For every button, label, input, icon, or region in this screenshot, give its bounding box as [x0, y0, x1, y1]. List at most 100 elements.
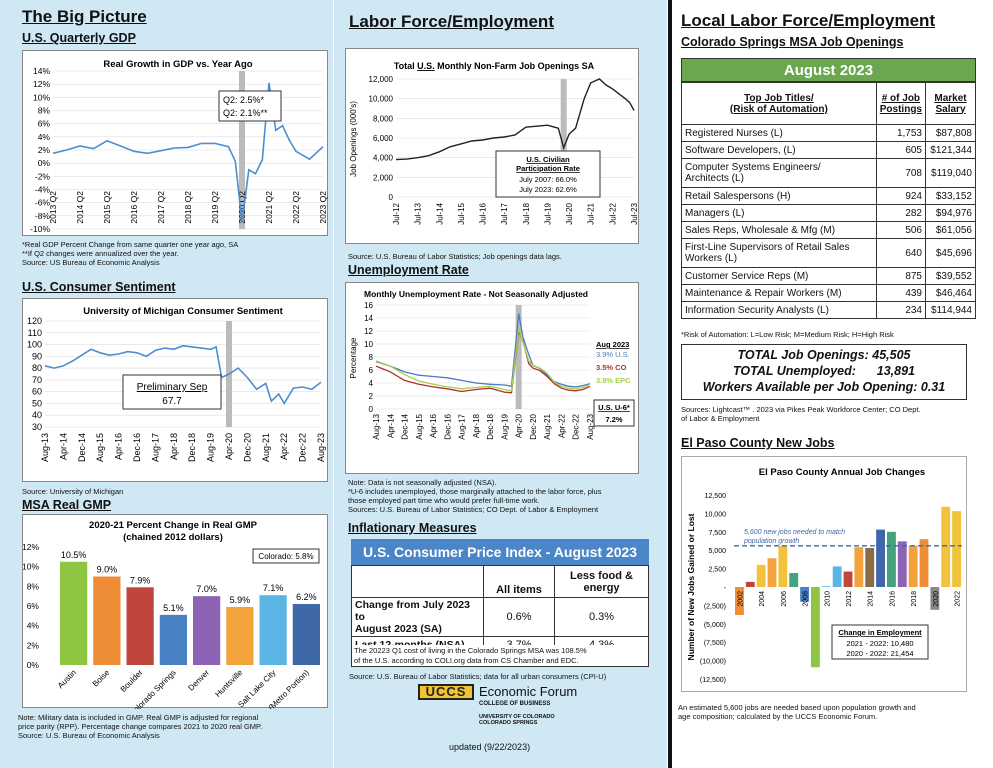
- u6-label: U.S. U-6*: [598, 403, 630, 412]
- postings-cell: 282: [875, 204, 927, 222]
- bar-value-label: 7.0%: [196, 584, 217, 594]
- y-tick-label: -: [724, 585, 727, 592]
- local-sources-2: of Labor & Employment: [681, 414, 760, 423]
- bar: [789, 573, 799, 587]
- bar: [292, 604, 320, 665]
- y-tick-label: 0: [389, 193, 394, 202]
- unemp-legend-epc: 3.8% EPC: [596, 376, 631, 385]
- cpi-row1-all: 0.6%: [482, 597, 556, 637]
- bar: [952, 511, 961, 587]
- x-tick-label: Apr-20: [224, 433, 234, 460]
- gmp-note1: Note: Military data is included in GMP. …: [18, 713, 259, 722]
- bar: [60, 561, 88, 665]
- gdp-callout-box: [218, 90, 282, 122]
- y-tick-label: 100: [27, 340, 42, 350]
- y-tick-label: 4%: [38, 132, 51, 142]
- unemp-legend-co: 3.5% CO: [596, 363, 627, 372]
- job-title-line2: Architects (L): [685, 173, 744, 184]
- postings-cell: 605: [875, 141, 927, 159]
- job-title-line1: Information Security Analysts (L): [685, 304, 829, 316]
- local-sources-1: Sources: Lightcast™ . 2023 via Pikes Pea…: [681, 405, 921, 414]
- bar: [854, 547, 864, 587]
- participation-line-1: July 2007: 66.0%: [519, 175, 577, 184]
- x-tick-label: Dec-14: [77, 433, 87, 462]
- th-salary-line1: Market: [934, 92, 967, 104]
- cpi-table: All items Less food & energy Change from …: [351, 565, 649, 654]
- epc-note2: age composition; calculated by the UCCS …: [678, 712, 878, 721]
- x-tick-label: Dec-18: [187, 433, 197, 462]
- table-row: Customer Service Reps (M) 875 $39,552: [681, 267, 976, 285]
- job-title-line1: Registered Nurses (L): [685, 127, 783, 139]
- gdp-callout-1: Q2: 2.5%*: [223, 95, 265, 105]
- x-tick-label: Apr-20: [515, 413, 524, 438]
- gmp-chart-svg: 2020-21 Percent Change in Real GMP(chain…: [22, 520, 320, 725]
- title-part-us: U.S.: [417, 61, 435, 71]
- y-tick-label: 4%: [27, 621, 40, 631]
- reference-label-2: population growth: [743, 538, 799, 545]
- x-tick-label: Aug-23: [586, 413, 595, 439]
- x-tick-label: Dec-22: [298, 433, 308, 462]
- x-tick-label: 2008: [803, 591, 810, 607]
- table-row: Retail Salespersons (H) 924 $33,152: [681, 187, 976, 205]
- y-tick-label: 120: [27, 316, 42, 326]
- x-tick-label: Aug-13: [372, 413, 381, 439]
- job-openings-source: Source: U.S. Bureau of Labor Statistics;…: [348, 252, 562, 261]
- x-tick-label: 2017 Q2: [156, 191, 166, 224]
- x-tick-label: Apr-18: [472, 413, 481, 438]
- x-tick-label: Dec-14: [401, 413, 410, 439]
- y-tick-label: 12,500: [705, 493, 727, 500]
- y-tick-label: 0%: [27, 660, 40, 670]
- salary-cell: $119,040: [925, 158, 976, 188]
- job-title-cell: Information Security Analysts (L): [681, 301, 877, 319]
- y-tick-label: (2,500): [704, 603, 726, 610]
- epc-chart: El Paso County Annual Job Changes Number …: [681, 456, 967, 692]
- title-part-3: Monthly Non-Farm Job Openings SA: [435, 61, 595, 71]
- gdp-chart: 14% 12% 10% 8% 6% 4% 2% 0% -2% -4% -6% -8% -10% 2013 …: [22, 50, 328, 236]
- y-tick-label: 12%: [23, 542, 39, 552]
- title-part-1: Total: [394, 61, 417, 71]
- bar-value-label: 5.9%: [230, 595, 251, 605]
- y-tick-label: 8%: [38, 106, 51, 116]
- x-tick-label: 2016 Q2: [129, 191, 139, 224]
- gmp-chart-title-2: (chained 2012 dollars): [123, 532, 223, 543]
- college-label: COLLEGE OF BUSINESS: [479, 701, 551, 707]
- x-tick-label: Dec-20: [242, 433, 252, 462]
- x-tick-label: Jul-22: [608, 202, 617, 224]
- change-line-1: 2021 - 2022: 10,480: [846, 639, 913, 648]
- x-tick-label: Jul-16: [479, 202, 488, 224]
- y-tick-label: 110: [28, 328, 42, 338]
- unemp-legend-title: Aug 2023: [596, 340, 629, 349]
- series-line: [44, 344, 322, 405]
- x-tick-label: 2020: [933, 591, 940, 607]
- unemp-legend-us: 3.9% U.S.: [596, 350, 630, 359]
- bar: [93, 576, 121, 665]
- participation-line-2: July 2023: 62.6%: [519, 185, 577, 194]
- x-tick-label: Apr-16: [429, 413, 438, 438]
- th-job-titles-line1: Top Job Titles/: [744, 92, 814, 104]
- gdp-chart-title: Real Growth in GDP vs. Year Ago: [103, 59, 252, 70]
- gdp-heading: U.S. Quarterly GDP: [22, 31, 136, 45]
- series-line: [395, 78, 635, 161]
- x-tick-label: Dec-16: [132, 433, 142, 462]
- x-tick-label: Aug-21: [261, 433, 271, 462]
- gdp-chart-svg: 14% 12% 10% 8% 6% 4% 2% 0% -2% -4% -6% -8% -10%2013 …: [30, 59, 328, 234]
- cpi-col-less-line1: Less food &: [570, 569, 633, 582]
- bar: [159, 614, 187, 665]
- bar: [811, 587, 820, 668]
- series-line: [375, 328, 591, 392]
- x-tick-label: Denver: [186, 668, 211, 693]
- postings-cell: 640: [875, 238, 927, 268]
- table-row: Registered Nurses (L) 1,753 $87,808: [681, 124, 976, 142]
- table-row: Sales Reps, Wholesale & Mfg (M) 506 $61,05…: [681, 221, 976, 239]
- updated-date: updated (9/22/2023): [449, 742, 531, 752]
- y-tick-label: 2: [369, 392, 374, 401]
- th-salary-line2: Salary: [935, 103, 966, 115]
- big-picture-title: The Big Picture: [22, 7, 147, 26]
- y-tick-label: 4,000: [373, 154, 394, 163]
- bar-value-label: 7.9%: [130, 575, 151, 585]
- postings-cell: 875: [875, 267, 927, 285]
- gmp-chart: 2020-21 Percent Change in Real GMP (chain…: [22, 514, 328, 725]
- y-tick-label: (7,500): [704, 640, 726, 647]
